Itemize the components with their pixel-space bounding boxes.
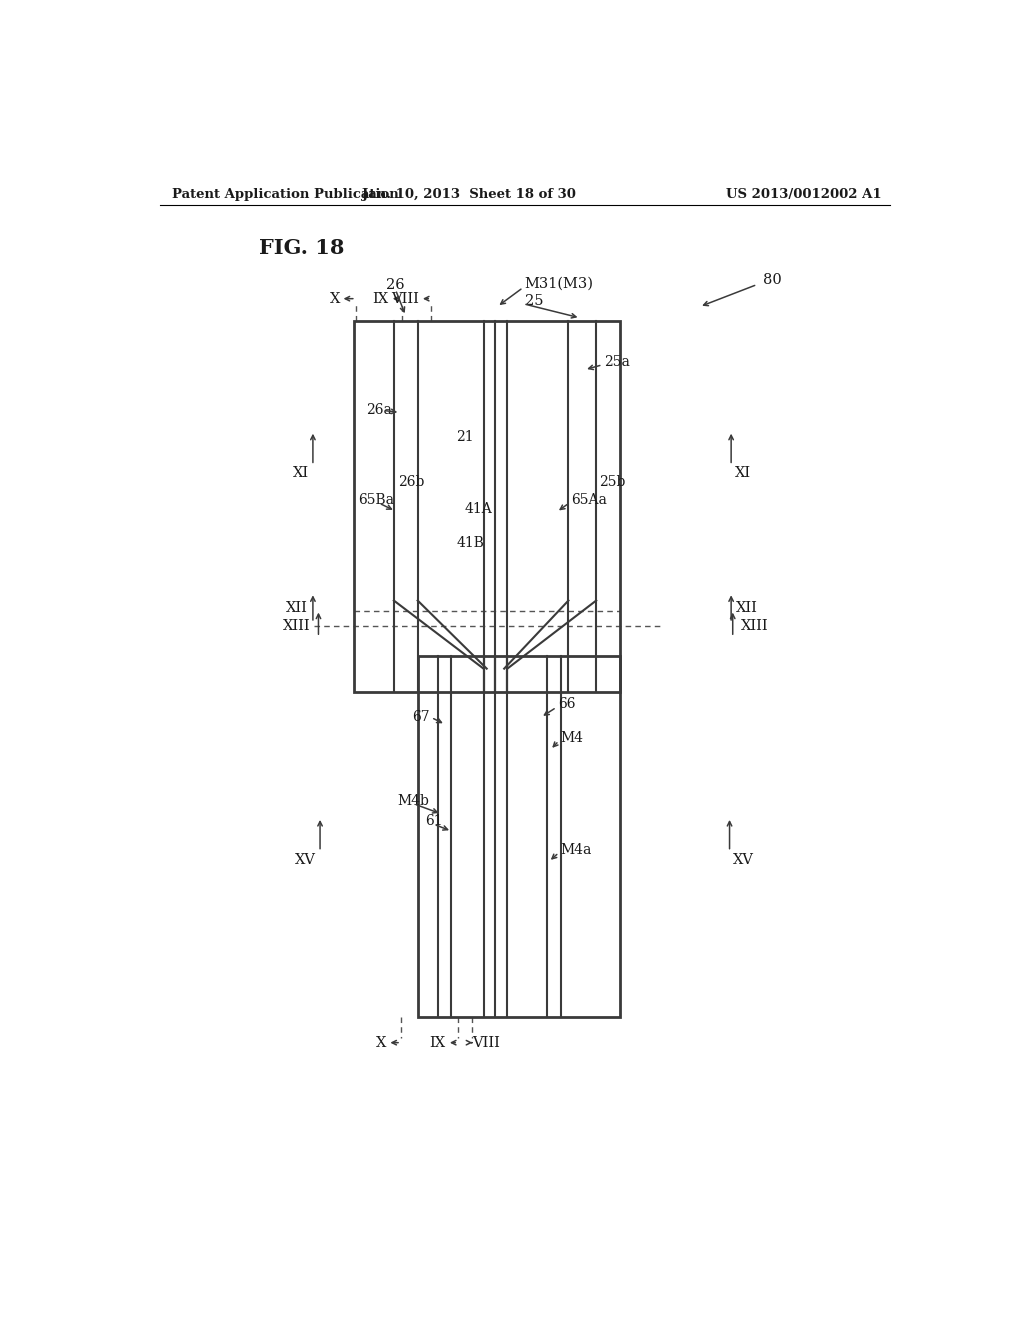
Text: XI: XI [293,466,309,480]
Text: X: X [376,1036,386,1049]
Text: 61: 61 [426,814,443,828]
Text: XII: XII [286,601,308,615]
Text: 25b: 25b [599,475,626,488]
Text: FIG. 18: FIG. 18 [259,238,344,257]
Text: X: X [330,292,340,306]
Text: 26: 26 [386,279,404,293]
Text: Patent Application Publication: Patent Application Publication [172,189,398,202]
Text: XI: XI [735,466,751,480]
Text: US 2013/0012002 A1: US 2013/0012002 A1 [726,189,882,202]
Text: 65Ba: 65Ba [358,492,394,507]
Text: XV: XV [295,853,316,867]
Bar [354,321,621,692]
Text: 41B: 41B [457,536,484,549]
Text: XV: XV [733,853,755,867]
Text: XIII: XIII [283,619,310,634]
Text: 80: 80 [763,273,781,288]
Text: VIII: VIII [472,1036,501,1049]
Text: M4: M4 [560,731,584,744]
Text: 67: 67 [412,710,430,725]
Text: 21: 21 [457,430,474,444]
Text: M31(M3): M31(M3) [524,276,594,290]
Text: 41A: 41A [465,502,493,516]
Text: XIII: XIII [741,619,769,634]
Text: Jan. 10, 2013  Sheet 18 of 30: Jan. 10, 2013 Sheet 18 of 30 [362,189,577,202]
Text: M4a: M4a [560,842,592,857]
Text: 26b: 26b [397,475,424,488]
Text: 26a: 26a [367,404,392,417]
Bar [418,656,621,1018]
Text: 25a: 25a [604,355,630,368]
Text: M4b: M4b [397,793,430,808]
Text: VIII: VIII [391,292,419,306]
Text: 66: 66 [558,697,575,711]
Text: XII: XII [736,601,758,615]
Text: IX: IX [372,292,388,306]
Text: 65Aa: 65Aa [570,492,606,507]
Text: 25: 25 [524,293,544,308]
Text: IX: IX [429,1036,445,1049]
